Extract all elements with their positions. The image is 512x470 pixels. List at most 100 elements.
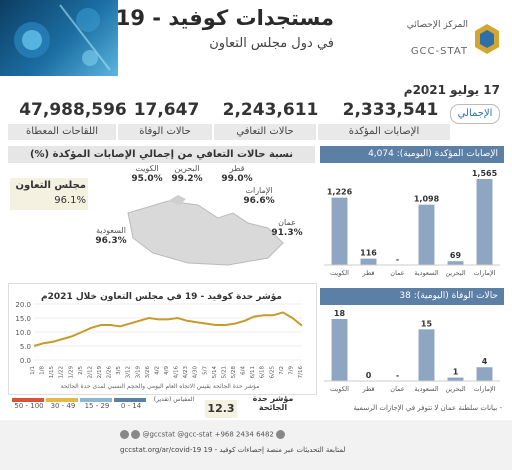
x-tick-label: 2/12 (87, 366, 93, 378)
deaths-bar (418, 329, 435, 381)
deaths-category-label: السعودية (414, 385, 438, 393)
legend-item-moderate: 15 - 29 (80, 398, 114, 410)
x-tick-label: 1/15 (49, 366, 55, 379)
phone-icon (276, 430, 286, 439)
vaccines-label: اللقاحات المعطاة (8, 124, 116, 140)
deaths-bar-value: 0 (366, 371, 372, 380)
cases-category-label: عمان (390, 269, 405, 277)
org-name-en: GCC-STAT (410, 46, 468, 57)
x-tick-label: 3/26 (145, 366, 151, 379)
legend-swatch-high (46, 398, 78, 402)
y-tick-label: 15.0 (15, 315, 31, 323)
x-tick-label: 1/1 (30, 366, 36, 375)
cases-bar-value: 1,226 (327, 188, 353, 197)
legend-swatch-severe (12, 398, 44, 402)
country-label-qatar: قطر (229, 164, 245, 173)
deaths-category-label: عمان (390, 385, 405, 393)
deaths-bar-value: 18 (334, 309, 346, 318)
country-label-bahrain: البحرين (174, 164, 200, 173)
oman-footnote: - بيانات سلطنة عمان لا تتوفر في الإجازات… (353, 404, 502, 412)
country-value-kuwait: 95.0% (131, 174, 163, 184)
cases-bar-value: 1,565 (472, 169, 498, 178)
deaths-total: 17,647 (133, 100, 200, 120)
x-tick-label: 4/2 (154, 366, 160, 375)
confirmed-label: الإصابات المؤكدة (318, 124, 450, 140)
x-tick-label: 3/5 (116, 366, 122, 375)
x-tick-label: 5/28 (231, 366, 237, 379)
cases-bar (476, 179, 493, 265)
gcc-label: مجلس التعاون (15, 180, 86, 191)
x-tick-label: 2/19 (97, 366, 103, 379)
x-tick-label: 5/21 (221, 366, 227, 378)
cases-category-label: الكويت (330, 269, 349, 277)
cases-category-label: البحرين (445, 269, 465, 277)
y-tick-label: 20.0 (15, 301, 31, 309)
x-tick-label: 1/29 (68, 366, 74, 379)
daily-cases-title: الإصابات المؤكدة (اليومية): 4,074 (320, 146, 504, 163)
legend-range-moderate: 15 - 29 (84, 402, 110, 410)
gcc-map (127, 195, 284, 266)
country-value-oman: 91.3% (271, 228, 303, 238)
deaths-bar (331, 319, 348, 381)
y-tick-label: 10.0 (15, 329, 31, 337)
confirmed-total: 2,333,541 (342, 100, 439, 120)
x-tick-label: 7/16 (298, 366, 304, 379)
cases-bar-value: 116 (360, 249, 377, 258)
cases-category-label: السعودية (414, 269, 438, 277)
deaths-category-label: البحرين (445, 385, 465, 393)
deaths-bar-value: 4 (482, 357, 488, 366)
x-tick-label: 6/18 (260, 366, 266, 379)
x-tick-label: 7/2 (279, 366, 285, 375)
cases-category-label: الإمارات (473, 269, 495, 277)
contact-text: @gccstat @gcc-stat +968 2434 6482 (142, 430, 274, 439)
x-tick-label: 4/9 (164, 366, 170, 375)
legend-item-high: 30 - 49 (46, 398, 80, 410)
y-tick-label: 0.0 (20, 357, 31, 365)
social-icon (120, 430, 129, 439)
deaths-category-label: الإمارات (473, 385, 495, 393)
recovered-total: 2,243,611 (222, 100, 319, 120)
deaths-label: حالات الوفاة (118, 124, 212, 140)
country-label-uae: الإمارات (245, 186, 273, 195)
x-tick-label: 2/26 (107, 366, 113, 379)
org-name-ar: المركز الإحصائي (406, 20, 468, 30)
severity-line-chart: 0.05.010.015.020.01/1 1/8 1/15 1/22 1/29 2/5 2… (15, 301, 304, 379)
report-date: 17 يوليو 2021م (403, 83, 500, 97)
severity-value: 12.3 (205, 400, 237, 418)
covid-platform-link[interactable]: لمتابعة التحديثات عبر منصة إحصاءات كوفيد… (120, 446, 346, 454)
x-tick-label: 7/9 (288, 366, 294, 375)
x-tick-label: 1/22 (59, 366, 65, 378)
gcc-logo-icon (472, 22, 502, 56)
cases-bar-value: - (396, 255, 399, 264)
legend-swatch-low (114, 398, 146, 402)
legend-item-low: 0 - 14 (114, 398, 148, 410)
deaths-bar-value: 1 (453, 368, 459, 377)
x-tick-label: 6/4 (241, 366, 247, 375)
daily-deaths-title: حالات الوفاة (اليومية): 38 (320, 288, 504, 305)
daily-cases-chart: 1,565 الإمارات 69 البحرين 1,098 السعودية - عمان… (324, 169, 500, 277)
recovered-label: حالات التعافي (214, 124, 316, 140)
severity-note: مؤشر حدة الجائحة يقيس الاتجاه العام اليو… (60, 383, 260, 390)
cases-bar-value: 1,098 (414, 195, 440, 204)
x-tick-label: 3/12 (126, 366, 132, 378)
twitter-icon (131, 430, 141, 439)
severity-chart-title: مؤشر حدة كوفيد - 19 في مجلس التعاون خلال… (41, 292, 282, 302)
legend-range-high: 30 - 49 (50, 402, 76, 410)
legend-range-low: 0 - 14 (120, 402, 142, 410)
country-label-kuwait: الكويت (135, 164, 159, 173)
page-subtitle: في دول مجلس التعاون (209, 36, 334, 51)
virus-banner-image (0, 0, 118, 76)
x-tick-label: 5/14 (212, 366, 218, 379)
x-tick-label: 3/19 (135, 366, 141, 379)
deaths-bar (476, 367, 493, 381)
deaths-category-label: قطر (361, 385, 374, 393)
x-tick-label: 4/23 (183, 366, 189, 379)
cases-bar (331, 197, 348, 265)
cases-bar (418, 204, 435, 265)
gcc-value: 96.1% (54, 195, 86, 206)
legend-swatch-moderate (80, 398, 112, 402)
legend-range-severe: 50 - 100 (14, 402, 44, 410)
footer-contacts: @gccstat @gcc-stat +968 2434 6482 (120, 430, 286, 439)
deaths-bar (447, 377, 464, 381)
x-tick-label: 4/16 (174, 366, 180, 379)
